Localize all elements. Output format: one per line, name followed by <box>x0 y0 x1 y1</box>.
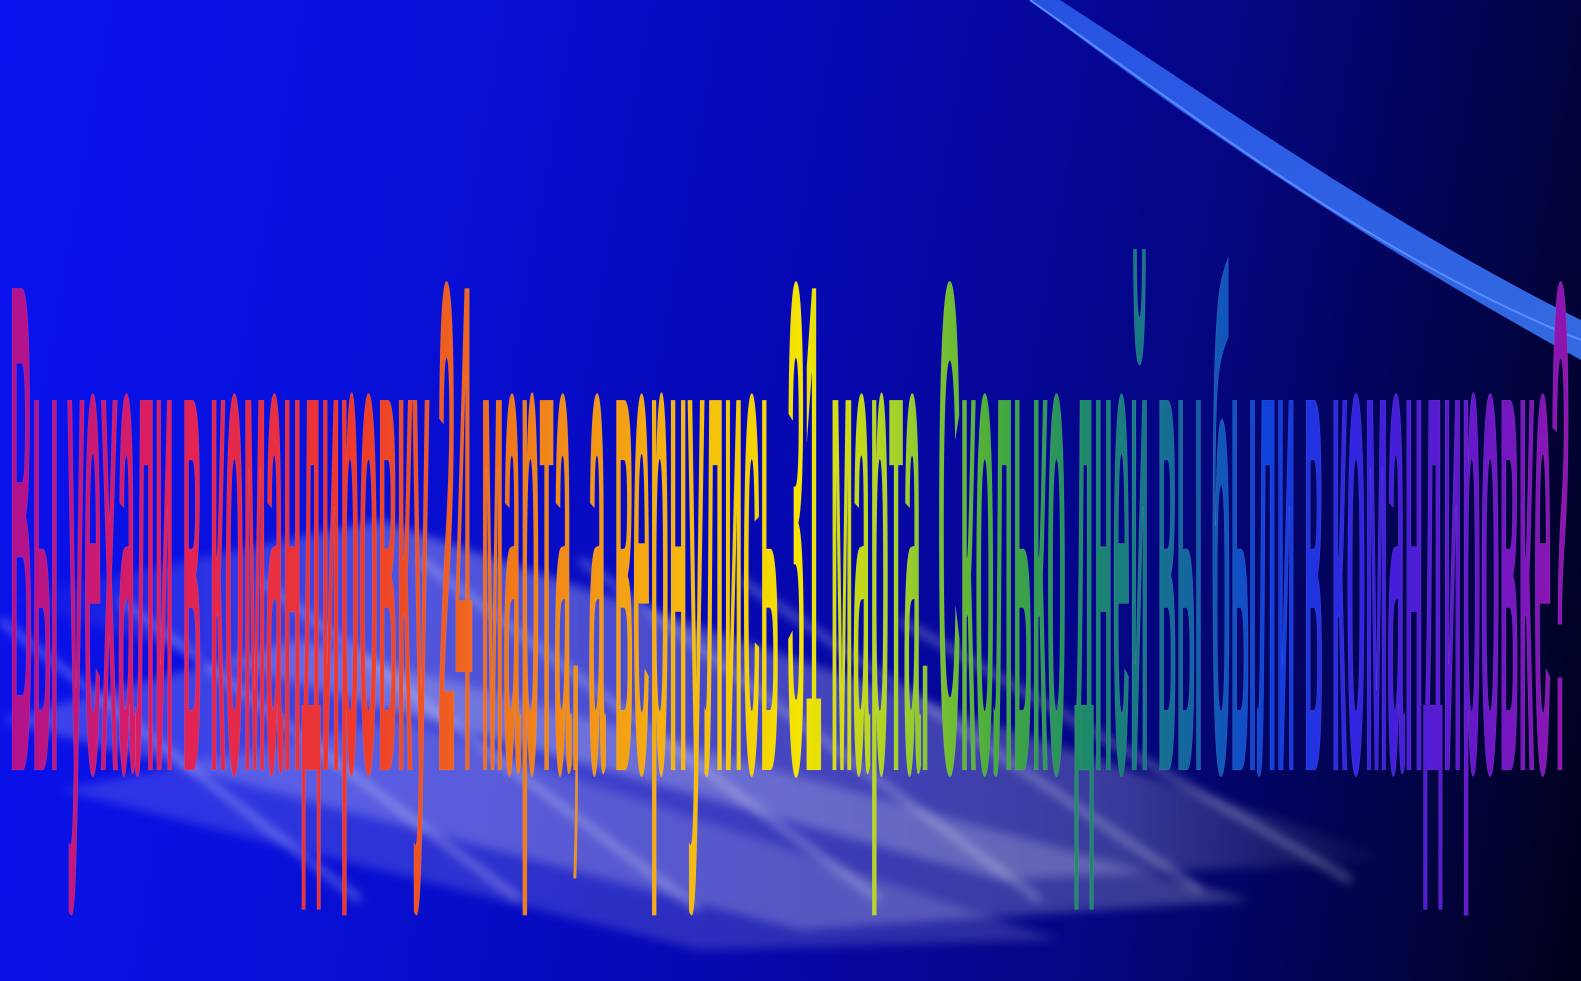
swoosh-shape <box>1030 0 1581 360</box>
question-text: Вы уехали в командировку 24 марта, а вер… <box>10 137 1570 923</box>
